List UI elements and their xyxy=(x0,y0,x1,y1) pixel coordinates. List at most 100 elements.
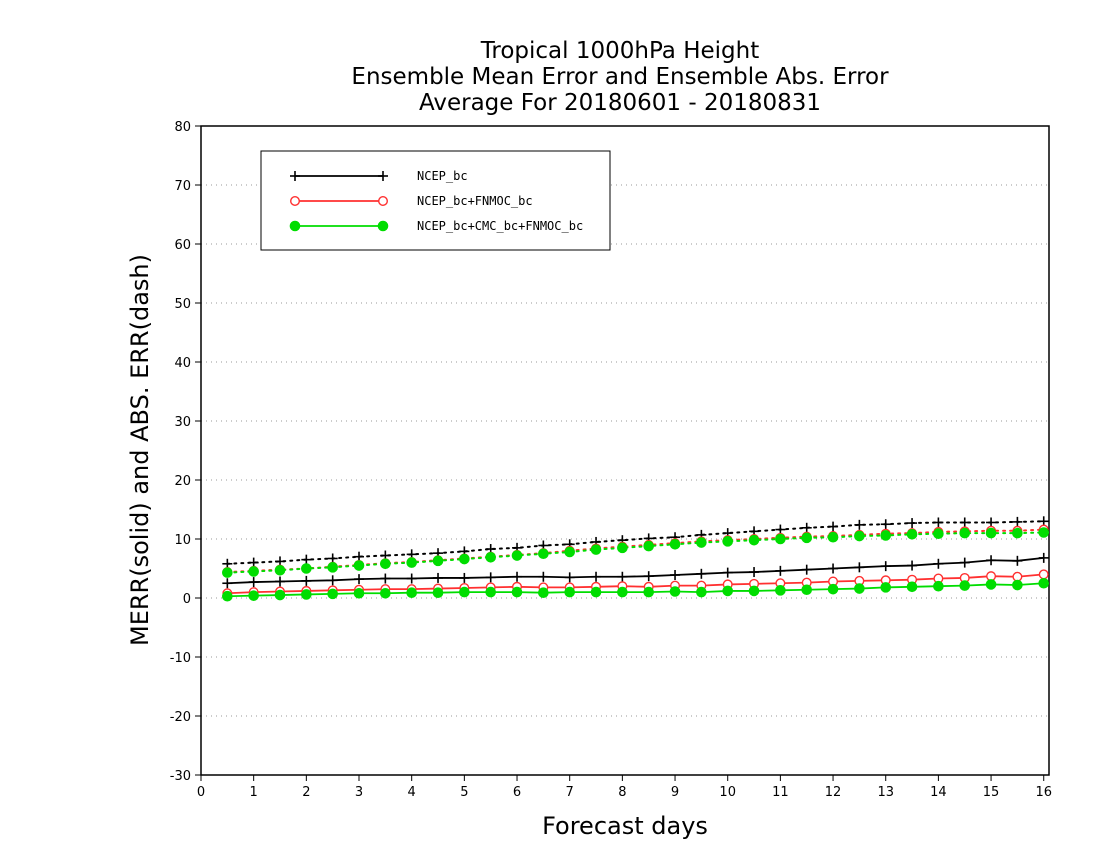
abs-err-point xyxy=(722,536,734,547)
merr-point xyxy=(511,586,523,598)
abs-err-point xyxy=(222,567,233,578)
title-line-2: Ensemble Mean Error and Ensemble Abs. Er… xyxy=(351,64,889,90)
legend-label: NCEP_bc+FNMOC_bc xyxy=(417,194,533,208)
abs-err-point xyxy=(617,542,628,554)
abs-err-point xyxy=(801,522,812,533)
abs-err-point xyxy=(748,534,760,546)
abs-err-point xyxy=(274,564,286,576)
y-tick-label: -10 xyxy=(170,651,191,666)
merr-point xyxy=(222,578,233,589)
x-tick-label: 1 xyxy=(250,785,258,800)
x-axis: 0 1 2 3 4 5 6 7 8 9 10 11 12 13 14 15 16 xyxy=(197,775,1052,800)
abs-err-point xyxy=(854,519,865,530)
merr-point xyxy=(459,572,470,583)
merr-point xyxy=(933,580,944,592)
x-tick-label: 15 xyxy=(983,785,1000,800)
y-tick-label: 10 xyxy=(174,533,191,548)
merr-point xyxy=(617,586,628,598)
abs-err-point xyxy=(1012,516,1023,527)
merr-point xyxy=(643,571,654,582)
merr-point xyxy=(617,571,628,582)
merr-point xyxy=(1012,579,1023,591)
abs-err-point xyxy=(959,527,971,539)
merr-point xyxy=(722,567,733,578)
abs-err-point xyxy=(485,551,496,563)
merr-point xyxy=(1038,577,1050,589)
y-tick-label: -20 xyxy=(170,710,191,725)
legend-entry-2: NCEP_bc+FNMOC_bc xyxy=(290,194,533,208)
series-3 xyxy=(222,527,1050,602)
legend-marker xyxy=(290,195,301,206)
abs-err-point xyxy=(301,554,312,565)
merr-point xyxy=(538,587,549,598)
legend-label: NCEP_bc xyxy=(417,169,468,183)
abs-err-point xyxy=(801,532,813,544)
y-tick-label: 70 xyxy=(174,179,191,194)
abs-err-point xyxy=(880,519,891,530)
merr-point xyxy=(959,580,971,591)
x-axis-label: Forecast days xyxy=(542,812,708,840)
abs-err-point xyxy=(827,531,839,543)
series-layer xyxy=(222,516,1050,602)
merr-point xyxy=(512,571,523,582)
title-line-3: Average For 20180601 - 20180831 xyxy=(419,90,821,116)
x-tick-label: 7 xyxy=(566,785,574,800)
merr-point xyxy=(828,563,839,574)
legend-marker xyxy=(289,220,301,232)
x-tick-label: 9 xyxy=(671,785,679,800)
x-tick-label: 8 xyxy=(618,785,626,800)
abs-err-point xyxy=(353,560,365,571)
merr-point xyxy=(485,572,496,583)
merr-point xyxy=(854,583,865,594)
abs-err-point xyxy=(906,528,918,540)
y-axis-label: MERR(solid) and ABS. ERR(dash) xyxy=(126,254,154,646)
merr-point xyxy=(1012,555,1023,566)
merr-point xyxy=(801,564,812,575)
merr-point xyxy=(986,555,997,566)
abs-err-point xyxy=(590,544,602,555)
merr-point xyxy=(959,557,970,568)
merr-point xyxy=(1038,552,1049,563)
merr-point xyxy=(274,589,286,601)
abs-err-point xyxy=(959,517,970,528)
abs-err-point xyxy=(301,563,312,574)
merr-point xyxy=(406,587,417,598)
merr-point xyxy=(380,587,391,599)
abs-err-point xyxy=(828,521,839,532)
merr-point xyxy=(854,562,865,573)
x-tick-label: 13 xyxy=(877,785,894,800)
series-1 xyxy=(222,516,1049,589)
merr-point xyxy=(696,568,707,579)
abs-err-point xyxy=(933,517,944,528)
abs-err-point xyxy=(538,548,549,560)
y-tick-label: 30 xyxy=(174,415,191,430)
legend: NCEP_bc NCEP_bc+FNMOC_bc NCEP_bc+CMC_bc+FN… xyxy=(260,150,611,251)
abs-err-point xyxy=(907,518,918,529)
x-tick-label: 6 xyxy=(513,785,521,800)
merr-point xyxy=(748,585,760,597)
merr-point xyxy=(380,573,391,584)
abs-err-point xyxy=(1038,527,1050,538)
x-tick-label: 5 xyxy=(460,785,468,800)
abs-err-point xyxy=(248,566,259,577)
x-tick-label: 11 xyxy=(772,785,789,800)
plot-frame xyxy=(200,125,1050,776)
abs-err-point xyxy=(669,539,681,550)
merr-point xyxy=(590,586,602,598)
merr-point xyxy=(327,575,338,586)
abs-err-point xyxy=(643,540,655,552)
legend-entry-1: NCEP_bc xyxy=(290,169,468,183)
legend-marker xyxy=(378,195,389,206)
merr-point xyxy=(459,586,470,598)
abs-err-point xyxy=(459,553,470,565)
title-line-1: Tropical 1000hPa Height xyxy=(480,38,760,64)
merr-point xyxy=(880,561,891,572)
abs-err-point xyxy=(854,530,865,542)
legend-marker xyxy=(290,171,300,181)
abs-err-point xyxy=(380,558,391,570)
merr-point xyxy=(643,586,655,598)
y-axis: -30 -20 -10 0 10 20 30 40 50 60 70 80 xyxy=(170,120,201,784)
merr-point xyxy=(669,586,681,597)
